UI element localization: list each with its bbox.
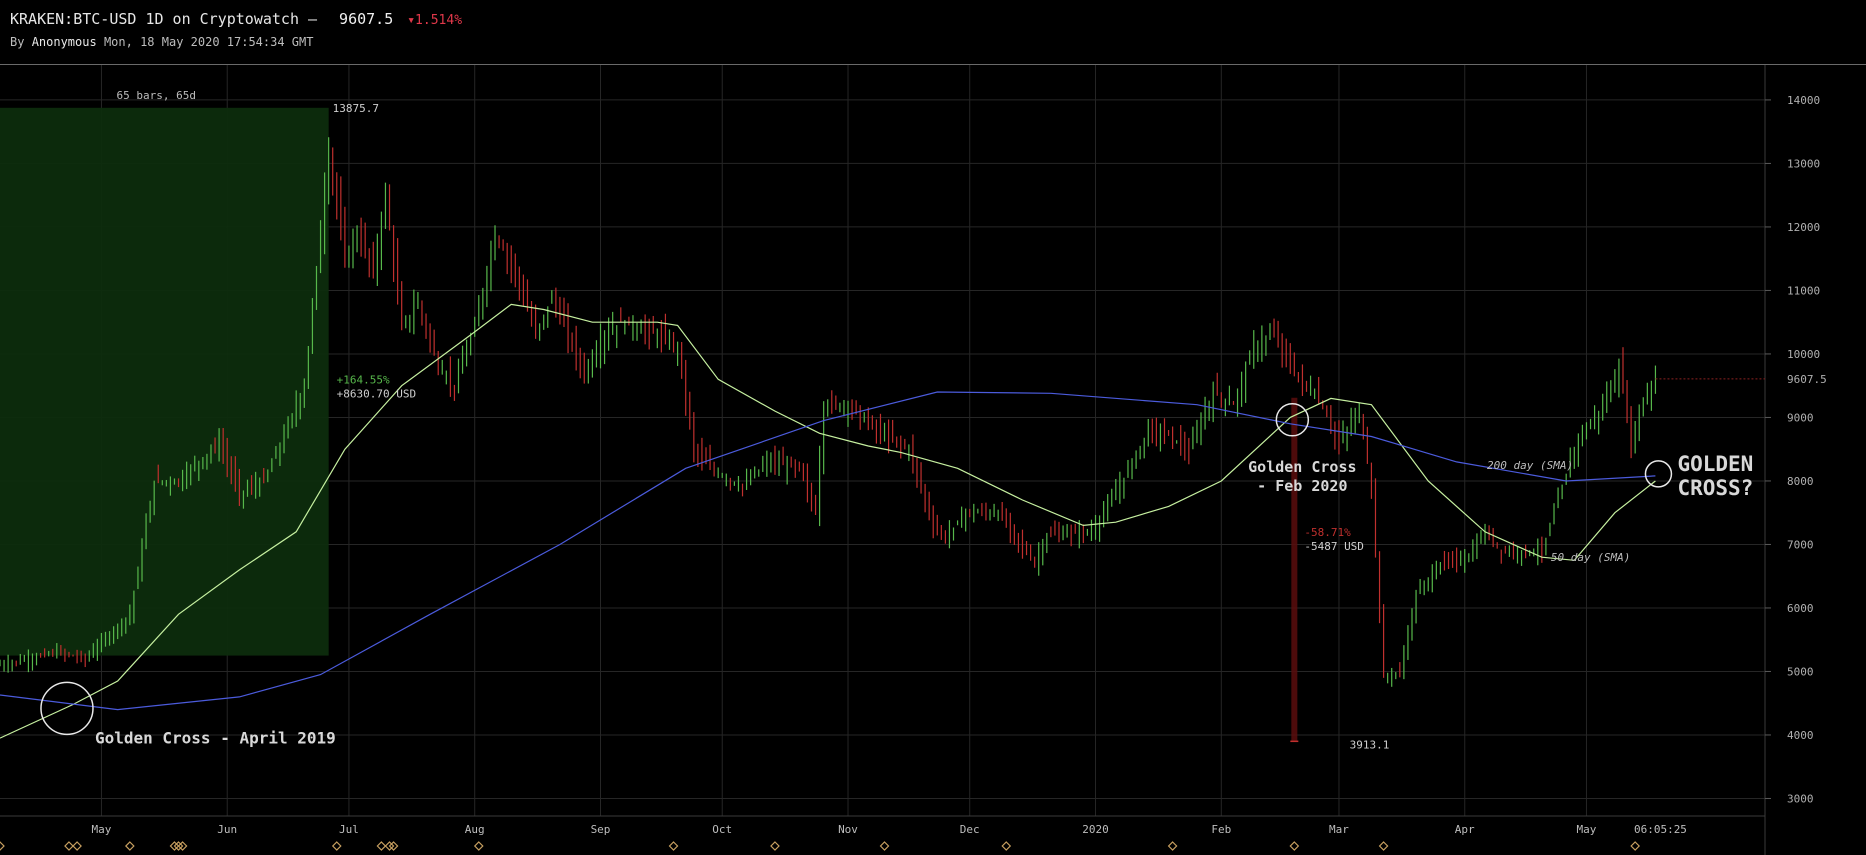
measure-high-label: 13875.7 [333,102,379,115]
event-marker-icon [177,841,188,851]
timestamp: Mon, 18 May 2020 17:54:34 GMT [103,35,314,49]
x-cursor-label: 06:05:25 [1634,823,1687,836]
low-price-label: 3913.1 [1350,738,1390,751]
x-tick-label: May [1577,823,1597,836]
event-marker-icon [473,841,484,851]
sma50-label: 50 day (SMA) [1551,551,1630,564]
event-marker-icon [770,841,780,851]
y-tick-label: 9000 [1787,411,1814,424]
event-marker-icon [331,841,342,851]
event-marker-icon [879,841,890,851]
candles [0,137,1657,687]
event-marker-icon [384,841,395,851]
golden-cross-circle-current [1644,460,1673,488]
golden-cross-circle-2019 [40,681,94,736]
drop-measure-bar [1291,397,1298,742]
y-tick-label: 11000 [1787,284,1820,297]
x-tick-label: Aug [465,823,485,836]
measure-pct-label: +164.55% [337,373,390,386]
y-tick-label: 3000 [1787,792,1814,805]
y-tick-label: 8000 [1787,475,1814,488]
annotation-golden-cross-2020-line2: - Feb 2020 [1257,477,1347,495]
event-marker-icon [72,841,82,851]
y-tick-label: 12000 [1787,221,1820,234]
event-marker-icon [0,841,5,851]
measure-usd-label: +8630.70 USD [337,387,416,400]
annotation-golden-cross-2020: Golden Cross [1248,458,1356,476]
y-tick-label: 13000 [1787,157,1820,170]
measure-bars-label: 65 bars, 65d [116,89,195,102]
sma200-label: 200 day (SMA) [1487,459,1573,472]
event-marker-icon [376,841,387,851]
x-tick-label: Feb [1211,823,1231,836]
x-tick-label: May [91,823,111,836]
event-marker-icon [668,841,679,851]
annotation-golden-cross-question-line2: CROSS? [1677,476,1753,500]
sma-line-0 [0,303,1656,739]
by-label: By [10,35,25,49]
y-tick-label: 6000 [1787,602,1814,615]
x-tick-label: Oct [712,823,732,836]
event-marker-icon [1167,841,1178,851]
y-tick-label: 4000 [1787,729,1814,742]
event-marker-icon [1378,841,1389,851]
x-tick-label: Sep [591,823,611,836]
drop-usd-label: -5487 USD [1304,540,1364,553]
y-tick-label: 10000 [1787,348,1820,361]
y-tick-label: 7000 [1787,538,1814,551]
x-tick-label: Dec [960,823,980,836]
drop-pct-label: -58.71% [1304,526,1351,539]
event-marker-icon [1289,841,1300,851]
sma-line-1 [0,391,1656,711]
author-name[interactable]: Anonymous [31,35,97,49]
x-tick-label: Apr [1455,823,1475,836]
event-marker-icon [124,841,135,851]
x-tick-label: Nov [838,823,858,836]
pair-title: KRAKEN:BTC-USD 1D on Cryptowatch [10,10,299,28]
measure-box [0,107,329,656]
x-tick-label: Mar [1329,823,1349,836]
annotation-golden-cross-2019: Golden Cross - April 2019 [95,728,336,747]
title-line: KRAKEN:BTC-USD 1D on Cryptowatch — 9607.5… [10,10,462,28]
event-marker-icon [388,841,399,851]
annotation-golden-cross-question: GOLDEN [1677,452,1753,476]
y-tick-label: 14000 [1787,94,1820,107]
author-line: By Anonymous Mon, 18 May 2020 17:54:34 G… [10,35,313,49]
x-tick-label: Jul [339,823,359,836]
event-marker-icon [169,841,180,851]
price-change: ▾1.514% [407,13,463,28]
y-tick-label: 5000 [1787,665,1814,678]
title-separator: — [308,10,318,28]
event-marker-icon [1630,841,1641,851]
x-tick-label: 2020 [1082,823,1109,836]
golden-cross-circle-2020 [1275,403,1310,437]
chart-header: KRAKEN:BTC-USD 1D on Cryptowatch — 9607.5… [0,0,1866,65]
x-tick-label: Jun [217,823,237,836]
last-price-axis-label: 9607.5 [1787,373,1827,386]
event-marker-icon [173,841,184,851]
price-chart[interactable]: Golden Cross - April 2019 Golden Cross- F… [0,65,1866,855]
event-marker-icon [1001,841,1012,851]
event-marker-icon [64,841,74,851]
last-price: 9607.5 [339,10,394,28]
